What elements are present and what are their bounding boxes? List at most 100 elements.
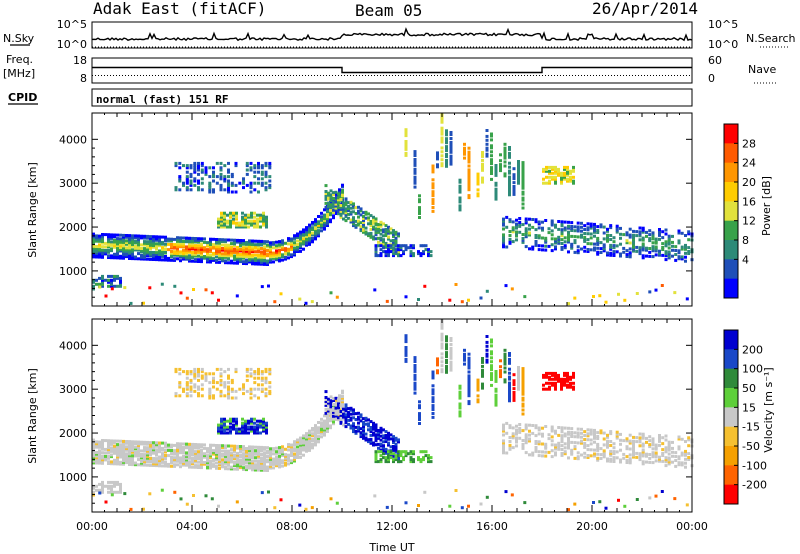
- velocity-cell: [463, 348, 466, 352]
- power-cell: [200, 237, 203, 241]
- velocity-cell: [339, 411, 343, 415]
- velocity-cell: [253, 394, 257, 398]
- power-cell: [612, 246, 616, 250]
- velocity-cell: [354, 431, 358, 435]
- velocity-cell: [427, 458, 430, 462]
- power-cell: [245, 262, 248, 266]
- velocity-cell: [521, 408, 525, 412]
- power-cell: [467, 170, 471, 174]
- power-cell: [293, 253, 296, 257]
- power-cell: [570, 221, 574, 225]
- power-cell: [389, 246, 393, 250]
- velocity-cell: [364, 422, 368, 426]
- power-cell: [314, 218, 317, 222]
- velocity-cell: [512, 383, 516, 387]
- power-cell: [245, 164, 249, 168]
- power-cell: [572, 181, 575, 185]
- velocity-cell: [257, 468, 260, 472]
- velocity-cell: [179, 451, 182, 455]
- velocity-cell: [230, 465, 233, 469]
- velocity-cell: [327, 407, 330, 411]
- power-cell: [170, 253, 173, 257]
- power-cell: [173, 257, 176, 261]
- power-cell: [609, 234, 613, 237]
- power-cell: [305, 227, 308, 231]
- velocity-cell: [402, 458, 405, 462]
- velocity-cell: [134, 454, 137, 458]
- power-cell: [235, 215, 238, 219]
- velocity-cell: [122, 455, 125, 459]
- velocity-cell: [238, 427, 241, 431]
- velocity-cell: [193, 374, 197, 378]
- velocity-cell: [658, 455, 661, 459]
- power-cell: [299, 232, 302, 236]
- power-cell: [229, 215, 232, 219]
- velocity-cell: [341, 398, 344, 402]
- velocity-cell: [253, 421, 256, 425]
- power-cell: [326, 220, 329, 224]
- velocity-cell: [505, 431, 509, 435]
- power-cell: [458, 204, 462, 208]
- power-cell: [404, 295, 408, 299]
- velocity-cell: [113, 484, 116, 488]
- power-cell: [389, 231, 393, 235]
- power-cell: [510, 287, 514, 291]
- power-cell: [583, 228, 587, 231]
- velocity-cell: [389, 437, 393, 441]
- velocity-cell: [209, 463, 212, 466]
- power-cell: [427, 252, 430, 256]
- power-cell: [251, 250, 254, 254]
- power-cell: [454, 283, 458, 286]
- power-cell: [92, 241, 95, 245]
- velocity-cell: [481, 384, 484, 388]
- power-cell: [278, 245, 281, 249]
- power-cell: [572, 179, 575, 183]
- power-cell: [377, 225, 380, 228]
- velocity-cell: [667, 462, 671, 466]
- power-cell: [606, 235, 609, 239]
- velocity-cell: [278, 446, 281, 450]
- velocity-cell: [628, 461, 632, 465]
- power-cell: [572, 169, 575, 173]
- velocity-cell: [233, 457, 236, 460]
- velocity-cell: [264, 392, 268, 396]
- power-cell: [467, 156, 471, 160]
- velocity-cell: [249, 392, 253, 396]
- velocity-cell: [523, 501, 527, 505]
- power-cell: [327, 197, 330, 201]
- velocity-cell: [238, 429, 241, 433]
- velocity-cell: [164, 461, 167, 464]
- power-cell: [265, 223, 268, 227]
- power-cell: [599, 223, 603, 227]
- power-cell: [541, 228, 544, 232]
- power-cell: [188, 259, 191, 263]
- velocity-cell: [511, 426, 515, 430]
- power-cell: [563, 165, 566, 169]
- power-cell: [223, 188, 227, 192]
- velocity-cell: [537, 450, 541, 454]
- power-cell: [384, 228, 388, 231]
- power-cell: [335, 197, 338, 201]
- power-cell: [308, 242, 311, 246]
- velocity-cell: [155, 453, 158, 457]
- velocity-cell: [418, 414, 421, 418]
- velocity-cell: [310, 506, 314, 510]
- velocity-cell: [191, 460, 194, 464]
- velocity-cell: [521, 378, 525, 382]
- power-cell: [628, 233, 632, 237]
- velocity-cell: [209, 456, 212, 459]
- velocity-cell: [664, 434, 668, 438]
- velocity-cell: [256, 423, 259, 427]
- velocity-cell: [110, 462, 113, 466]
- power-cell: [481, 164, 484, 168]
- power-cell: [176, 252, 179, 255]
- velocity-cell: [263, 465, 266, 469]
- power-cell: [337, 202, 340, 206]
- velocity-cell: [233, 464, 236, 467]
- power-cell: [521, 198, 525, 202]
- velocity-cell: [521, 367, 525, 371]
- power-cell: [329, 200, 332, 204]
- power-cell: [219, 186, 223, 190]
- power-cell: [233, 251, 236, 254]
- power-cell: [569, 179, 572, 183]
